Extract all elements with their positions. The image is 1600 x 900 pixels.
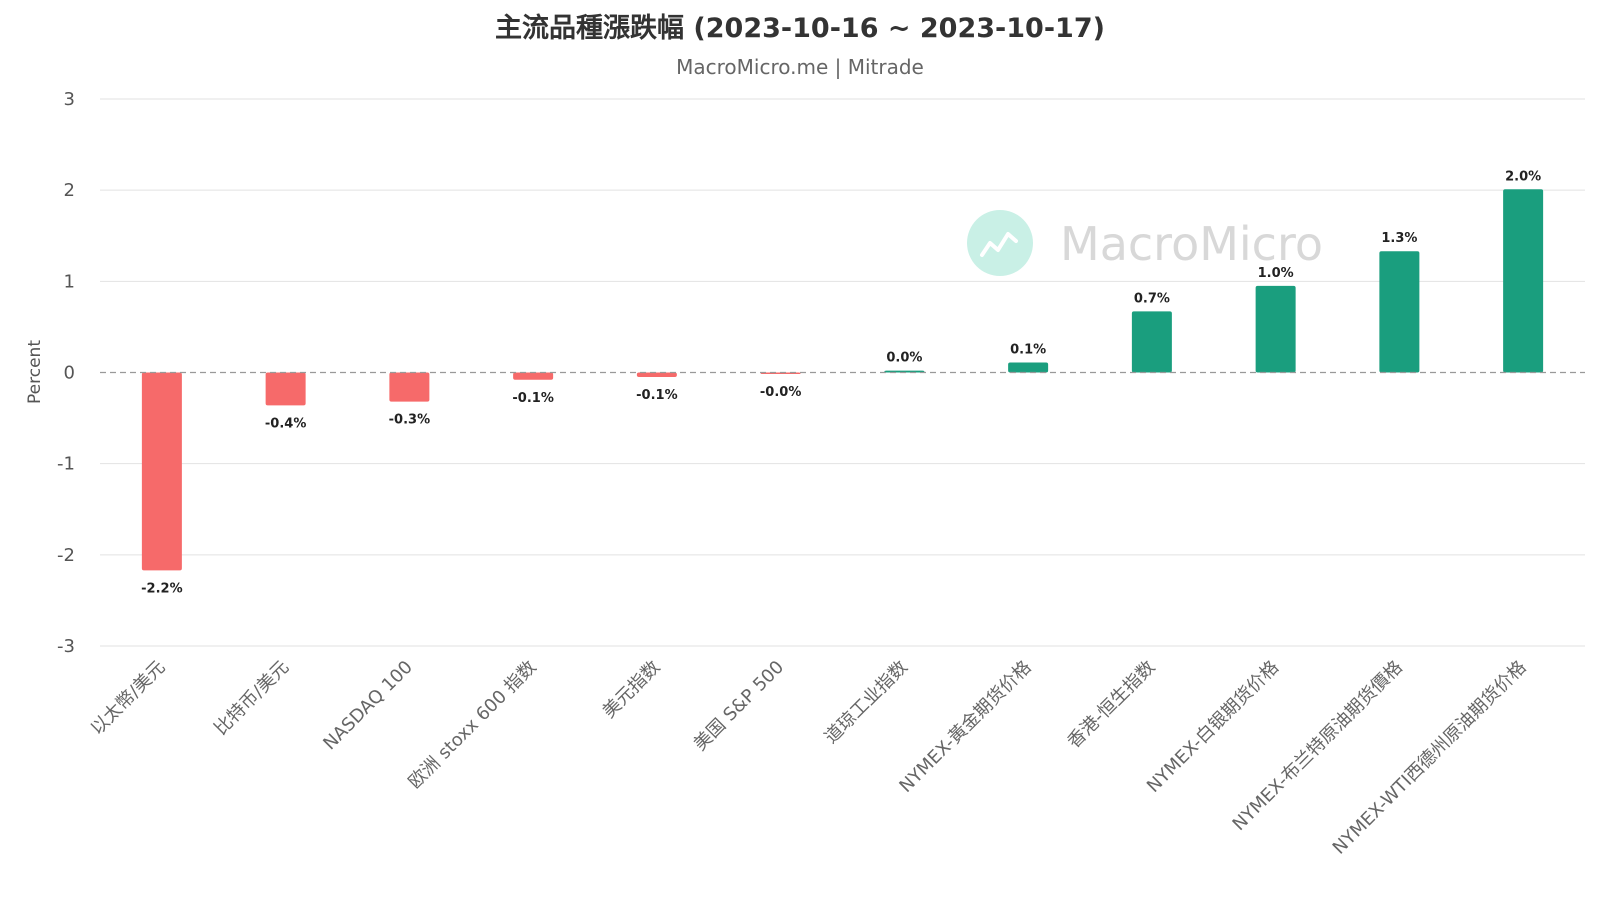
x-tick-label: 美元指数 <box>599 657 665 723</box>
y-tick-label: -2 <box>57 545 75 566</box>
data-label: 1.3% <box>1381 231 1417 246</box>
bar[interactable] <box>1008 362 1049 373</box>
y-tick-label: 2 <box>64 180 75 201</box>
x-tick-label: NYMEX-WTI西德州原油期货价格 <box>1329 657 1531 859</box>
y-tick-label: -3 <box>57 636 75 657</box>
bar[interactable] <box>265 372 306 406</box>
grid-layer <box>100 98 1585 647</box>
chart-subtitle: MacroMicro.me | Mitrade <box>676 55 924 79</box>
data-label: 2.0% <box>1505 169 1541 184</box>
watermark: MacroMicro <box>967 210 1323 276</box>
data-label: -0.3% <box>389 413 430 428</box>
data-label: 0.0% <box>886 351 922 366</box>
y-tick-label: 0 <box>64 363 75 384</box>
data-label: 1.0% <box>1258 266 1294 281</box>
x-tick-label: 道琼工业指数 <box>821 657 912 748</box>
watermark-text: MacroMicro <box>1060 217 1323 271</box>
bar[interactable] <box>389 372 430 402</box>
y-axis-label: Percent <box>25 340 45 404</box>
x-tick-label: 香港-恒生指数 <box>1064 657 1160 753</box>
bar[interactable] <box>636 372 677 378</box>
x-tick-label: 美国 S&P 500 <box>690 657 788 755</box>
data-label: -0.1% <box>512 391 553 406</box>
x-tick-label: NYMEX-黃金期货价格 <box>895 657 1035 797</box>
bar[interactable] <box>1379 251 1420 373</box>
data-label: -2.2% <box>141 581 182 596</box>
bar[interactable] <box>513 372 554 380</box>
x-tick-label: 以太幣/美元 <box>87 657 170 740</box>
bar[interactable] <box>1131 311 1172 373</box>
watermark-logo-icon <box>967 210 1033 276</box>
chart-title: 主流品種漲跌幅 (2023-10-16 ~ 2023-10-17) <box>495 13 1105 44</box>
bars-layer <box>141 189 1544 571</box>
data-label: 0.7% <box>1134 291 1170 306</box>
bar[interactable] <box>141 372 182 571</box>
y-axis: 3 2 1 0 -1 -2 -3 <box>57 89 75 657</box>
x-tick-label: 比特币/美元 <box>210 657 293 740</box>
y-tick-label: 1 <box>64 271 75 292</box>
data-label: 0.1% <box>1010 342 1046 357</box>
x-tick-label: 欧洲 stoxx 600 指数 <box>404 657 540 793</box>
y-tick-label: -1 <box>57 454 75 475</box>
x-tick-label: NYMEX-白银期货价格 <box>1143 657 1283 797</box>
data-label: -0.0% <box>760 385 801 400</box>
y-tick-label: 3 <box>64 89 75 110</box>
bar[interactable] <box>1503 189 1544 373</box>
data-label: -0.1% <box>636 388 677 403</box>
chart-line-icon <box>980 232 1018 257</box>
x-tick-label: NASDAQ 100 <box>319 657 417 755</box>
data-labels-layer: -2.2% -0.4% -0.3% -0.1% -0.1% -0.0% 0.0% 0.1% 0.… <box>141 169 1541 596</box>
bar[interactable] <box>1255 285 1296 373</box>
data-label: -0.4% <box>265 416 306 431</box>
